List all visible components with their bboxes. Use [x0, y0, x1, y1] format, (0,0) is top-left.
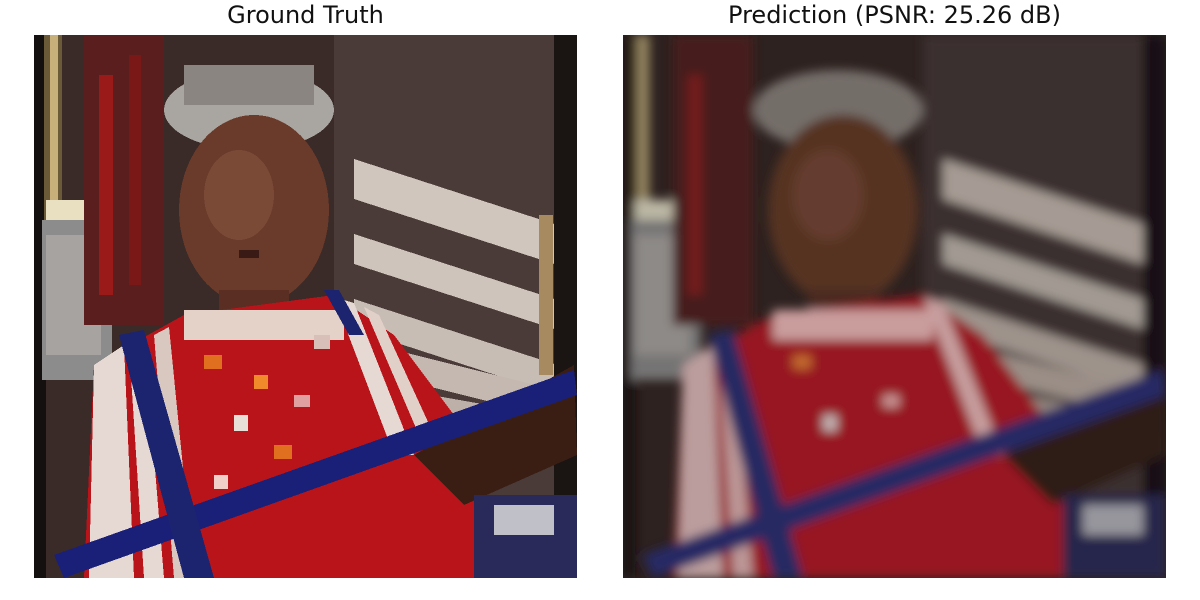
prediction-image [623, 35, 1166, 578]
ground-truth-title: Ground Truth [227, 1, 384, 29]
prediction-title: Prediction (PSNR: 25.26 dB) [728, 1, 1061, 29]
ground-truth-image [34, 35, 577, 578]
